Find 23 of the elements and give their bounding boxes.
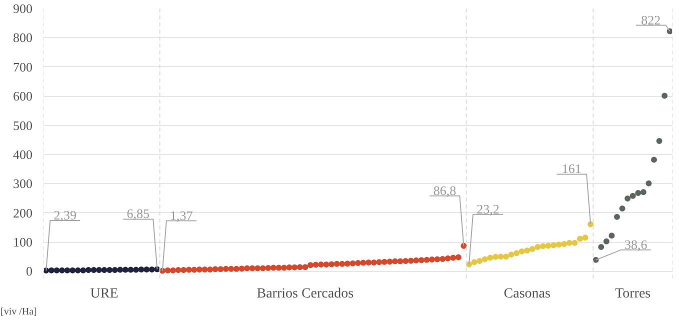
data-label: 822 xyxy=(641,12,661,28)
y-tick-label: 500 xyxy=(13,118,32,133)
y-tick-label: 900 xyxy=(13,1,32,16)
x-tick-label: Torres xyxy=(615,286,651,302)
data-label: 2,39 xyxy=(54,208,77,223)
y-tick-label: 600 xyxy=(13,88,32,104)
x-tick-label: Barrios Cercados xyxy=(256,286,354,302)
y-tick-label: 100 xyxy=(13,234,32,250)
data-label: 86,8 xyxy=(433,182,456,198)
y-tick-label: 700 xyxy=(13,59,32,74)
x-tick-label: Casonas xyxy=(504,286,550,302)
y-tick-label: 400 xyxy=(13,146,32,162)
y-tick-label: 200 xyxy=(13,205,32,220)
y-tick-label: 0 xyxy=(26,264,32,279)
y-axis-title: [viv /Ha] xyxy=(0,306,37,318)
data-label: 38,6 xyxy=(624,236,648,252)
data-label: 23,2 xyxy=(476,201,500,216)
data-label: 161 xyxy=(562,161,582,176)
data-label: 1,37 xyxy=(170,208,194,223)
data-label: 6,85 xyxy=(126,206,150,222)
x-tick-label: URE xyxy=(90,286,118,302)
y-tick-label: 800 xyxy=(13,30,32,46)
y-tick-label: 300 xyxy=(13,176,32,192)
